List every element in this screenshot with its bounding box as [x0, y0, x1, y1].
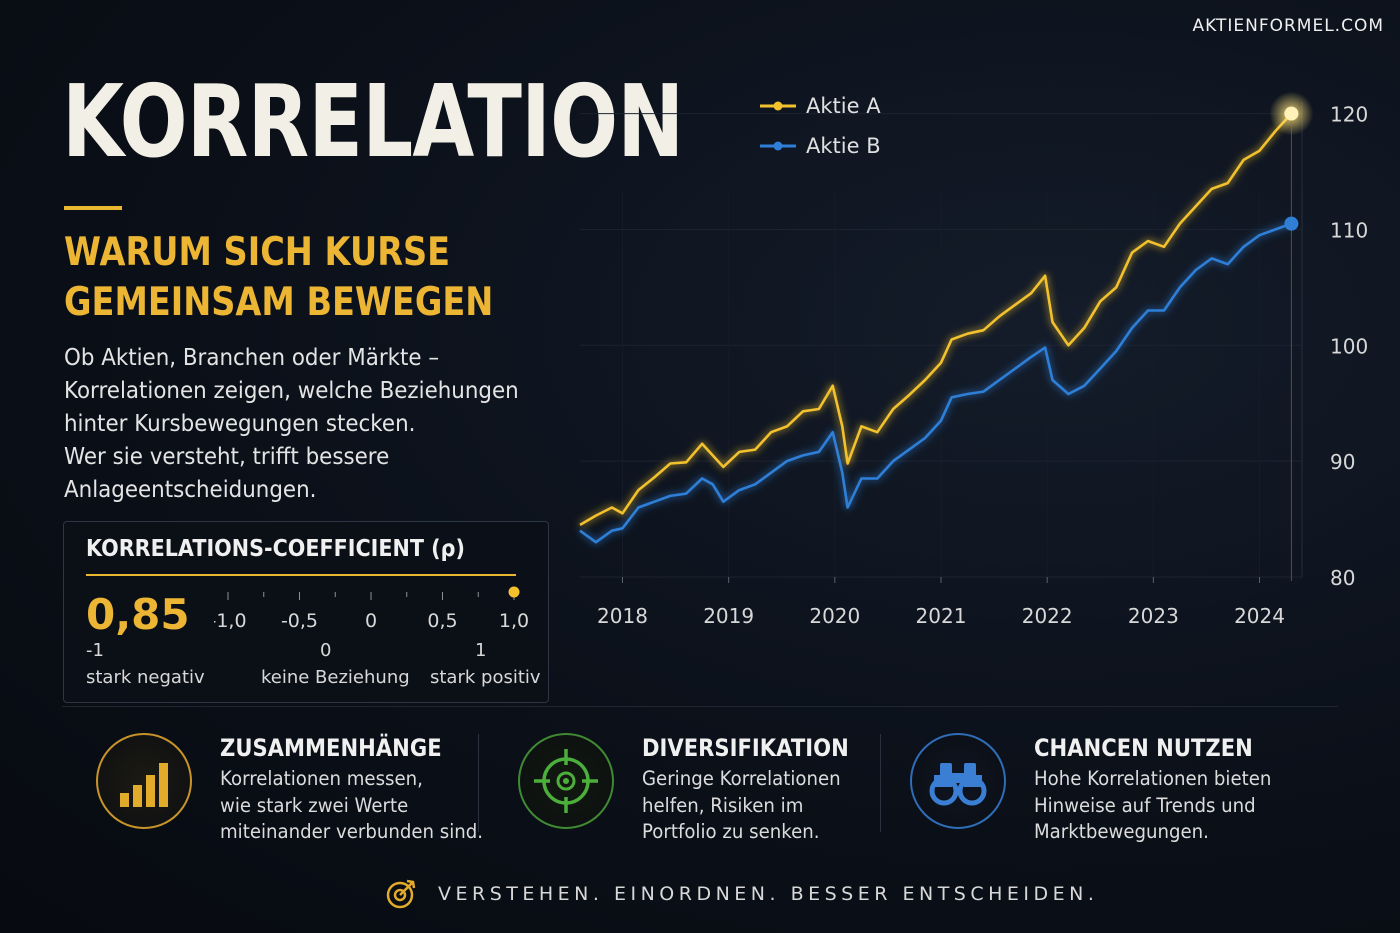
subtitle-line-2: GEMEINSAM BEWEGEN — [64, 280, 494, 325]
target-icon — [518, 733, 614, 829]
x-tick-label: 2023 — [1128, 604, 1179, 628]
y-tick-label: 90 — [1330, 450, 1355, 474]
y-tick-label: 110 — [1330, 218, 1368, 242]
feature-text-line: Korrelationen messen, — [220, 767, 423, 790]
legend-item-aktie-b: Aktie B — [760, 126, 881, 166]
feature-separator — [478, 734, 479, 832]
target-arrow-icon — [386, 879, 416, 909]
feature-text-line: Hohe Korrelationen bieten — [1034, 767, 1272, 790]
description-line-2: Korrelationen zeigen, welche Beziehungen — [64, 378, 519, 404]
page-title: KORRELATION — [62, 63, 684, 180]
feature-text-line: Geringe Korrelationen — [642, 767, 841, 790]
coefficient-label-positive: stark positiv — [430, 667, 541, 688]
legend-item-aktie-a: Aktie A — [760, 86, 881, 126]
coefficient-label-zero: keine Beziehung — [261, 667, 410, 688]
line-chart-svg: 80 90 100 110 120 2018 2019 2020 2021 2022 2023 202… — [579, 91, 1368, 628]
coefficient-label-negative: stark negativ — [86, 667, 205, 688]
coefficient-scale-tick-label: -0,5 — [281, 610, 318, 632]
coefficient-title: KORRELATIONS-COEFFICIENT (ρ) — [86, 536, 465, 562]
coefficient-num-zero: 0 — [320, 640, 332, 661]
feature-text-line: helfen, Risiken im — [642, 793, 804, 817]
coefficient-legend: -1 0 1 stark negativ keine Beziehung sta… — [86, 640, 541, 690]
subtitle-line-1: WARUM SICH KURSE — [64, 230, 451, 275]
x-tick-label: 2024 — [1234, 604, 1285, 628]
coefficient-scale-tick-label: -1,0 — [214, 610, 247, 632]
feature-text-diversifikation: Geringe Korrelationen helfen, Risiken im… — [642, 766, 841, 846]
coefficient-scale-svg: -1,0 -0,5 0 0,5 1,0 — [214, 586, 529, 632]
coefficient-scale-tick-label: 0 — [365, 610, 377, 632]
feature-title-diversifikation: DIVERSIFIKATION — [642, 734, 849, 762]
feature-zusammenhaenge: ZUSAMMENHÄNGE Korrelationen messen, wie … — [96, 730, 483, 843]
feature-chancen-nutzen: CHANCEN NUTZEN Hohe Korrelationen bieten… — [910, 730, 1310, 843]
feature-text-line: Hinweise auf Trends und — [1034, 793, 1256, 817]
feature-text-zusammenhaenge: Korrelationen messen, wie stark zwei Wer… — [220, 766, 483, 846]
coefficient-scale-tick-label: 0,5 — [427, 610, 457, 632]
feature-text-chancen-nutzen: Hohe Korrelationen bieten Hinweise auf T… — [1034, 766, 1271, 846]
coefficient-value: 0,85 — [86, 590, 190, 639]
y-tick-label: 100 — [1330, 334, 1368, 358]
legend-swatch-aktie-b — [760, 141, 796, 151]
description-line-4: Wer sie versteht, trifft bessere — [64, 444, 390, 470]
chart-legend: Aktie A Aktie B — [760, 86, 881, 166]
feature-text-line: miteinander verbunden sind. — [220, 820, 484, 843]
section-divider — [62, 706, 1338, 707]
feature-title-chancen-nutzen: CHANCEN NUTZEN — [1034, 734, 1253, 762]
coefficient-num-negative: -1 — [86, 640, 104, 661]
coefficient-underline — [86, 574, 516, 576]
x-tick-label: 2018 — [597, 604, 648, 628]
title-accent-bar — [64, 206, 122, 210]
line-chart: 80 90 100 110 120 2018 2019 2020 2021 2022 2023 202… — [560, 60, 1400, 660]
feature-diversifikation: DIVERSIFIKATION Geringe Korrelationen he… — [518, 730, 858, 843]
coefficient-scale-marker — [508, 586, 520, 598]
coefficient-scale: -1,0 -0,5 0 0,5 1,0 — [214, 584, 534, 644]
legend-label-aktie-b: Aktie B — [806, 134, 881, 158]
feature-title-zusammenhaenge: ZUSAMMENHÄNGE — [220, 734, 442, 762]
coefficient-scale-tick-label: 1,0 — [499, 610, 529, 632]
coefficient-num-positive: 1 — [475, 640, 487, 661]
description-line-5: Anlageentscheidungen. — [64, 477, 317, 503]
brand-label: AKTIENFORMEL.COM — [1192, 16, 1384, 36]
y-tick-label: 80 — [1330, 566, 1355, 590]
subtitle: WARUM SICH KURSE GEMEINSAM BEWEGEN — [64, 228, 493, 328]
series-end-point-aktie-a — [1284, 106, 1299, 121]
feature-text-line: wie stark zwei Werte — [220, 793, 409, 817]
description: Ob Aktien, Branchen oder Märkte – Korrel… — [64, 342, 548, 507]
description-line-1: Ob Aktien, Branchen oder Märkte – — [64, 345, 440, 371]
feature-text-line: Portfolio zu senken. — [642, 820, 820, 843]
series-line-aktie-b — [579, 222, 1292, 544]
x-tick-label: 2020 — [809, 604, 860, 628]
feature-text-line: Marktbewegungen. — [1034, 820, 1209, 843]
y-tick-label: 120 — [1330, 103, 1368, 127]
coefficient-panel: KORRELATIONS-COEFFICIENT (ρ) 0,85 -1,0 -0… — [63, 521, 549, 703]
description-line-3: hinter Kursbewegungen stecken. — [64, 411, 416, 437]
binoculars-icon — [910, 733, 1006, 829]
x-tick-label: 2022 — [1022, 604, 1073, 628]
footer: VERSTEHEN. EINORDNEN. BESSER ENTSCHEIDEN… — [384, 876, 1098, 912]
legend-swatch-aktie-a — [760, 101, 796, 111]
x-tick-label: 2021 — [916, 604, 967, 628]
feature-separator — [880, 734, 881, 832]
x-tick-label: 2019 — [703, 604, 754, 628]
bar-chart-icon — [96, 733, 192, 829]
legend-label-aktie-a: Aktie A — [806, 94, 881, 118]
series-line-aktie-a — [579, 112, 1293, 527]
footer-text: VERSTEHEN. EINORDNEN. BESSER ENTSCHEIDEN… — [438, 883, 1099, 905]
